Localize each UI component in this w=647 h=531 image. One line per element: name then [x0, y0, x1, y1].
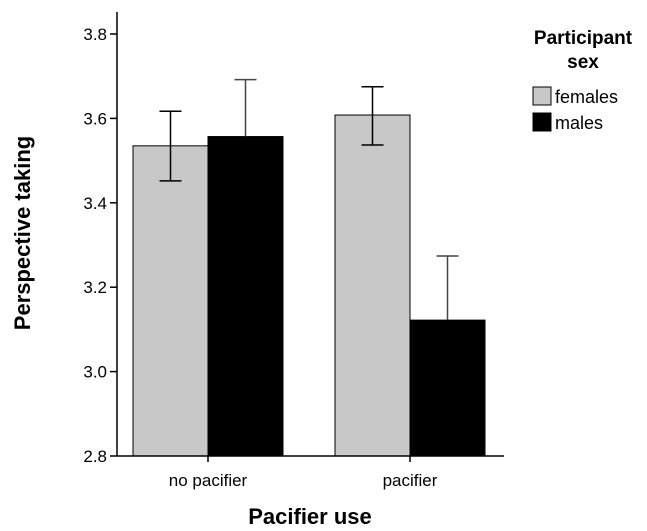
y-tick-label-2.8: 2.8 [83, 447, 107, 466]
legend-title-line2: sex [567, 52, 599, 73]
legend-title-line1: Participant [534, 28, 633, 49]
bar-males-0 [207, 136, 284, 457]
y-tick-label-3.2: 3.2 [83, 278, 107, 297]
bar-males-1 [409, 319, 486, 457]
legend-swatch-males [532, 112, 552, 132]
x-axis-title: Pacifier use [248, 504, 372, 529]
x-ticks-group: no pacifier pacifier [169, 456, 438, 490]
y-ticks-group: 2.8 3.0 3.2 3.4 3.6 3.8 [83, 25, 117, 466]
legend-label-females: females [555, 87, 618, 107]
y-axis-title: Perspective taking [10, 136, 35, 330]
bar-females-1 [334, 114, 411, 457]
y-tick-label-3.6: 3.6 [83, 109, 107, 128]
y-tick-label-3.8: 3.8 [83, 25, 107, 44]
x-tick-label-1: pacifier [383, 471, 438, 490]
error-bars-group [159, 78, 459, 321]
y-tick-label-3.0: 3.0 [83, 363, 107, 382]
bars-group [132, 114, 486, 457]
y-tick-label-3.4: 3.4 [83, 194, 107, 213]
legend-label-males: males [555, 113, 603, 133]
bar-females-0 [132, 145, 209, 457]
legend-swatch-females [532, 86, 552, 106]
x-tick-label-0: no pacifier [169, 471, 248, 490]
legend: Participant sex females males [532, 28, 633, 133]
